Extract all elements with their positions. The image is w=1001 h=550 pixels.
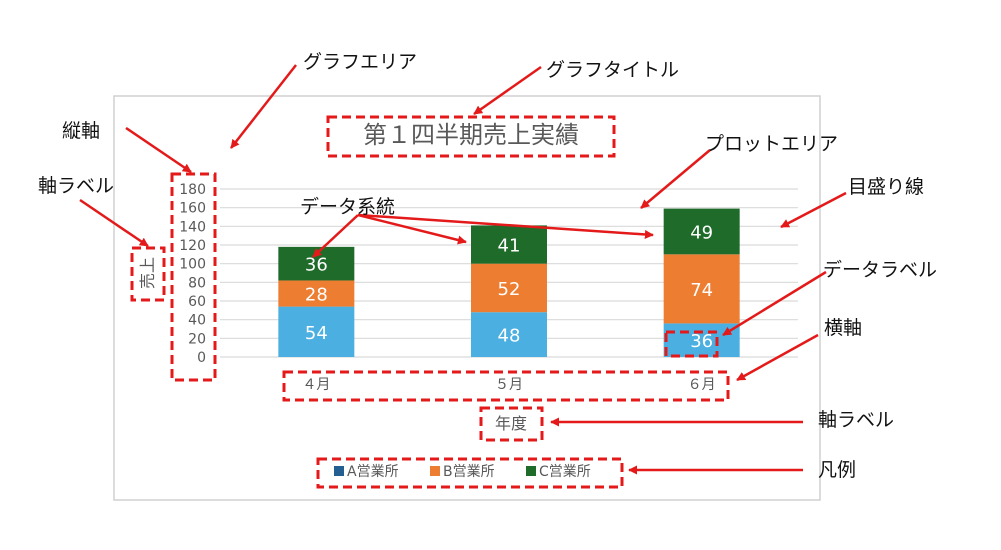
data-label-highlight-box xyxy=(664,330,719,358)
annotation-legend: 凡例 xyxy=(818,459,856,481)
data-label: 74 xyxy=(690,280,713,301)
y-tick-label: 160 xyxy=(179,201,206,217)
x-tick-label: ５月 xyxy=(495,377,523,393)
y-tick-label: 100 xyxy=(179,257,206,273)
y-tick-label: 20 xyxy=(188,331,206,347)
data-label: 36 xyxy=(305,255,328,276)
y-tick-label: 120 xyxy=(179,238,206,254)
callout-arrows xyxy=(79,64,847,475)
legend: A営業所 B営業所 C営業所 xyxy=(334,464,591,480)
legend-swatch xyxy=(334,466,344,476)
legend-label: C営業所 xyxy=(539,464,591,480)
bar-segment xyxy=(663,208,740,255)
bar-segment xyxy=(663,254,740,324)
x-tick-label: ６月 xyxy=(688,377,716,393)
y-axis-ticks: 0 20 40 60 80 100 120 140 160 180 xyxy=(179,182,206,366)
annotation-labels: グラフエリア グラフタイトル 縦軸 プロットエリア 軸ラベル 目盛り線 データ系… xyxy=(38,51,937,481)
arrow-series-2 xyxy=(357,213,467,245)
x-axis-label: 年度 xyxy=(495,414,527,433)
y-tick-label: 0 xyxy=(197,350,206,366)
legend-swatch xyxy=(526,466,536,476)
y-axis-highlight-box xyxy=(170,172,217,382)
legend-swatch xyxy=(430,466,440,476)
arrow-data-label xyxy=(722,270,827,337)
x-axis-ticks: ４月 ５月 ６月 xyxy=(302,377,715,393)
legend-label: A営業所 xyxy=(347,464,399,480)
arrow-graph-title xyxy=(473,65,542,116)
y-label-highlight-box xyxy=(130,246,166,302)
data-label: 49 xyxy=(690,222,713,243)
annotation-axis-label-left: 軸ラベル xyxy=(38,175,114,197)
data-label: 41 xyxy=(498,236,521,257)
annotation-graph-area: グラフエリア xyxy=(303,51,417,73)
y-tick-label: 80 xyxy=(188,275,206,291)
data-label: 28 xyxy=(305,285,328,306)
data-label: 48 xyxy=(498,326,521,347)
x-tick-label: ４月 xyxy=(302,377,330,393)
annotation-graph-title: グラフタイトル xyxy=(546,59,679,81)
annotation-axis-label-bottom: 軸ラベル xyxy=(818,409,894,431)
x-axis-highlight-box xyxy=(282,370,730,402)
annotation-data-series: データ系統 xyxy=(300,196,395,218)
arrow-series-1 xyxy=(312,214,359,258)
arrow-vertical-axis xyxy=(125,126,192,174)
annotation-data-label: データラベル xyxy=(823,259,937,281)
data-label: 36 xyxy=(690,331,713,352)
bar-segment xyxy=(471,312,547,357)
arrow-horizontal-axis xyxy=(736,333,819,382)
bar-segment xyxy=(471,263,547,313)
title-highlight-box xyxy=(326,115,616,158)
arrow-series-3 xyxy=(357,213,654,239)
y-tick-label: 40 xyxy=(188,313,206,329)
highlight-boxes xyxy=(130,115,730,489)
legend-highlight-box xyxy=(316,457,624,489)
annotation-gridlines: 目盛り線 xyxy=(848,176,924,198)
bar-segment xyxy=(278,306,355,357)
annotation-vertical-axis: 縦軸 xyxy=(62,120,100,142)
y-tick-label: 140 xyxy=(179,219,206,235)
y-axis-label: 売上 xyxy=(138,257,157,289)
bar-segment xyxy=(278,280,355,307)
annotation-plot-area: プロットエリア xyxy=(705,133,838,155)
y-tick-label: 60 xyxy=(188,294,206,310)
y-tick-label: 180 xyxy=(179,182,206,198)
data-label: 52 xyxy=(498,279,521,300)
chart-title: 第１四半期売上実績 xyxy=(363,121,579,149)
arrow-axis-label-left xyxy=(79,198,149,248)
arrow-plot-area xyxy=(640,149,711,209)
bars: 54 28 36 48 52 41 36 74 49 xyxy=(278,208,740,357)
arrow-gridlines xyxy=(780,191,847,229)
data-label: 54 xyxy=(305,323,328,344)
bar-segment xyxy=(471,225,547,264)
x-label-highlight-box xyxy=(479,406,544,442)
legend-label: B営業所 xyxy=(443,464,495,480)
annotation-horizontal-axis: 横軸 xyxy=(824,317,862,339)
arrow-graph-area xyxy=(230,64,297,149)
